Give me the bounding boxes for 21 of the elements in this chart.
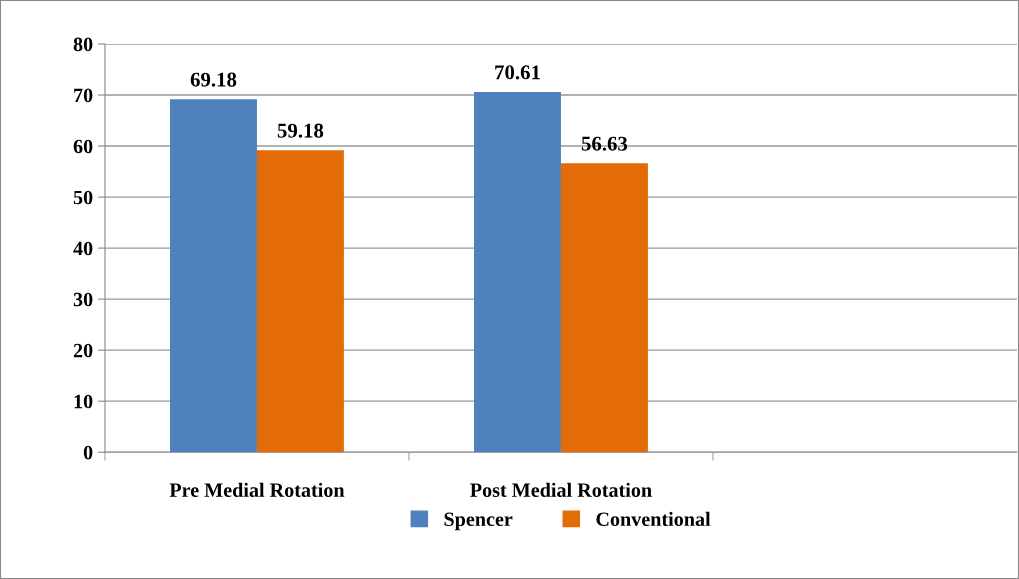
x-tick-label: Post Medial Rotation xyxy=(470,482,652,497)
bar xyxy=(474,91,561,453)
data-label: 69.18 xyxy=(190,72,237,87)
data-label: 56.63 xyxy=(581,136,628,151)
legend-label: Conventional xyxy=(596,511,711,527)
x-tick-label: Pre Medial Rotation xyxy=(169,482,345,497)
data-label: 70.61 xyxy=(495,65,540,80)
data-label: 59.18 xyxy=(277,123,324,138)
bar xyxy=(256,150,344,453)
y-tick-label: 10 xyxy=(74,394,93,409)
y-tick-label: 0 xyxy=(83,445,93,460)
y-tick-label: 40 xyxy=(73,241,93,256)
bar xyxy=(170,99,257,453)
y-tick-label: 70 xyxy=(74,88,93,103)
y-tick-label: 50 xyxy=(73,190,93,205)
legend-label: Spencer xyxy=(444,512,513,531)
y-tick-label: 80 xyxy=(73,37,93,52)
y-tick-label: 30 xyxy=(73,292,93,307)
y-tick-label: 20 xyxy=(73,343,93,358)
y-tick-label: 60 xyxy=(73,139,93,154)
bar xyxy=(560,163,648,453)
